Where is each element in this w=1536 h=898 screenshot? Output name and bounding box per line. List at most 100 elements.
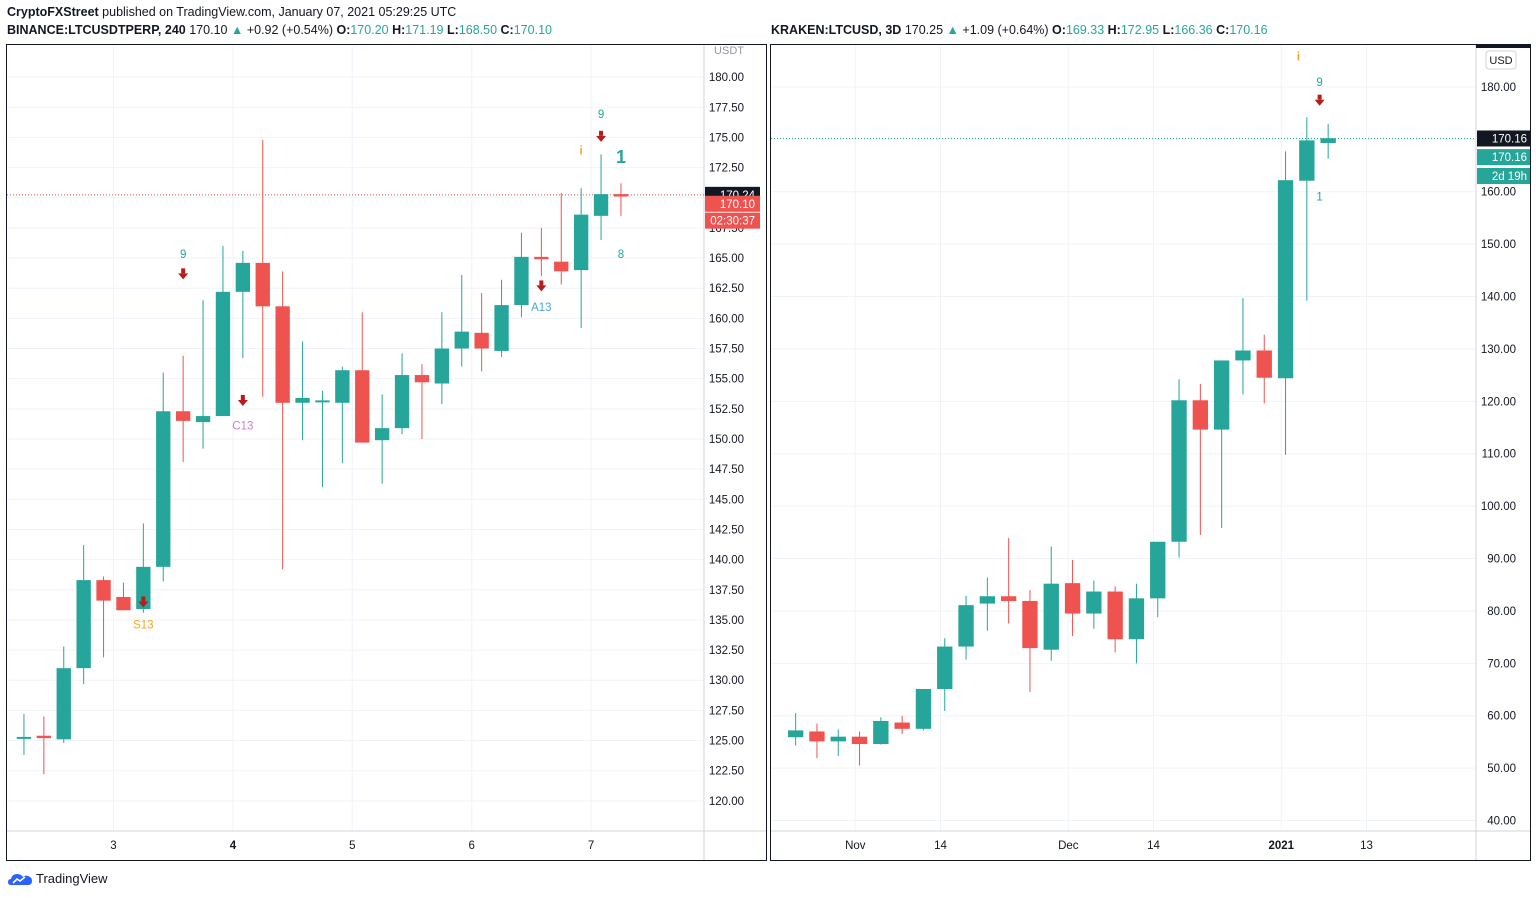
author-name[interactable]: CryptoFXStreet bbox=[7, 5, 99, 19]
left-close: 170.10 bbox=[513, 23, 552, 37]
candle bbox=[414, 364, 430, 439]
candle bbox=[494, 279, 509, 357]
candle bbox=[1000, 538, 1017, 624]
candle bbox=[787, 713, 804, 746]
candle-body bbox=[36, 735, 52, 739]
left-candlestick-chart[interactable]: S13 9 C13 A13 i 9 1 8 180.00 177.50 175.00 172.50 17… bbox=[7, 45, 766, 860]
left-symbol[interactable]: BINANCE:LTCUSDTPERP, 240 bbox=[7, 23, 186, 37]
candle bbox=[374, 394, 390, 484]
indicator-label: i bbox=[580, 145, 583, 157]
price-axis-badge-label: 170.10 bbox=[720, 199, 755, 211]
candle-body bbox=[494, 305, 509, 351]
y-tick-label: 162.50 bbox=[709, 283, 744, 295]
y-tick-label: 70.00 bbox=[1487, 658, 1516, 670]
right-candlestick-chart[interactable]: i91180.00170.00160.00150.00140.00130.001… bbox=[771, 45, 1532, 860]
y-tick-label: 130.00 bbox=[1481, 344, 1516, 356]
candle bbox=[514, 232, 529, 318]
candle bbox=[394, 353, 410, 435]
candle-body bbox=[534, 256, 549, 260]
sell-arrow-shaft bbox=[141, 596, 146, 602]
up-triangle-icon: ▲ bbox=[946, 23, 959, 37]
y-tick-label: 177.50 bbox=[709, 102, 744, 114]
candle bbox=[1299, 117, 1315, 301]
candle bbox=[915, 688, 932, 731]
y-tick-label: 40.00 bbox=[1487, 816, 1516, 828]
candle bbox=[1064, 560, 1081, 637]
candle bbox=[1150, 541, 1166, 618]
y-tick-label: 60.00 bbox=[1487, 711, 1516, 723]
indicator-label: 9 bbox=[598, 109, 604, 121]
right-symbol[interactable]: KRAKEN:LTCUSD, 3D bbox=[771, 23, 902, 37]
candle-body bbox=[1022, 600, 1038, 649]
left-open: 170.20 bbox=[350, 23, 389, 37]
candle bbox=[573, 188, 589, 329]
right-chart-panel[interactable]: i91180.00170.00160.00150.00140.00130.001… bbox=[770, 44, 1532, 861]
y-tick-label: 180.00 bbox=[1481, 82, 1516, 94]
candle-body bbox=[787, 730, 804, 738]
sell-arrow-shaft bbox=[240, 395, 245, 401]
candle-body bbox=[335, 370, 350, 403]
sell-arrow-shaft bbox=[1317, 94, 1322, 100]
left-high: 171.19 bbox=[405, 23, 444, 37]
tradingview-footer[interactable]: TradingView bbox=[8, 871, 108, 886]
left-chart-panel[interactable]: S13 9 C13 A13 i 9 1 8 180.00 177.50 175.00 172.50 17… bbox=[6, 44, 767, 861]
x-tick-label: 14 bbox=[934, 840, 947, 852]
candle-body bbox=[1171, 400, 1187, 542]
candle-body bbox=[1299, 140, 1315, 181]
candle bbox=[1171, 379, 1187, 558]
candle-body bbox=[474, 332, 489, 349]
candle bbox=[76, 545, 91, 684]
left-chart-header: BINANCE:LTCUSDTPERP, 240 170.10 ▲ +0.92 … bbox=[7, 23, 552, 37]
candle bbox=[116, 582, 131, 611]
y-tick-label: 120.00 bbox=[709, 796, 744, 808]
y-tick-label: 142.50 bbox=[709, 524, 744, 536]
sell-arrow-head bbox=[178, 273, 189, 280]
candle-body bbox=[195, 416, 211, 423]
candle-body bbox=[1086, 591, 1102, 614]
candle-body bbox=[958, 605, 974, 647]
candle bbox=[275, 271, 290, 570]
candle-body bbox=[156, 411, 171, 567]
candle bbox=[1213, 360, 1230, 529]
candle-body bbox=[979, 596, 996, 604]
candle bbox=[36, 716, 52, 775]
candle-body bbox=[593, 194, 609, 216]
candle-body bbox=[394, 375, 410, 429]
y-tick-label: 147.50 bbox=[709, 464, 744, 476]
candle bbox=[554, 192, 569, 285]
price-axis-badge bbox=[1477, 130, 1532, 147]
candle bbox=[255, 139, 270, 397]
candle-body bbox=[1150, 541, 1166, 599]
right-low: 166.36 bbox=[1174, 23, 1213, 37]
price-axis-badge-label: 170.16 bbox=[1492, 133, 1527, 145]
candle bbox=[355, 312, 370, 443]
candle bbox=[156, 372, 171, 582]
candle-body bbox=[315, 400, 330, 403]
indicator-label: A13 bbox=[531, 302, 551, 314]
right-chart-header: KRAKEN:LTCUSD, 3D 170.25 ▲ +1.09 (+0.64%… bbox=[771, 23, 1268, 37]
candle bbox=[315, 390, 330, 488]
sell-arrow-shaft bbox=[181, 268, 186, 274]
right-change: +1.09 (+0.64%) bbox=[962, 23, 1049, 37]
candle-body bbox=[255, 262, 270, 307]
candle-body bbox=[414, 375, 430, 383]
publish-line: CryptoFXStreet published on TradingView.… bbox=[7, 5, 456, 19]
candle bbox=[215, 245, 231, 417]
tradingview-logo-icon bbox=[8, 873, 32, 885]
candle-body bbox=[295, 397, 310, 403]
candle bbox=[474, 293, 489, 372]
candle-body bbox=[1256, 350, 1272, 378]
axis-top-marker bbox=[1476, 45, 1530, 48]
candle bbox=[56, 646, 71, 743]
sell-arrow-head bbox=[237, 400, 248, 407]
tradingview-brand[interactable]: TradingView bbox=[36, 871, 108, 886]
y-tick-label: 150.00 bbox=[1481, 239, 1516, 251]
y-tick-label: 110.00 bbox=[1482, 449, 1516, 461]
indicator-label: 9 bbox=[1316, 77, 1322, 89]
y-tick-label: 160.00 bbox=[1481, 187, 1516, 199]
indicator-label: C13 bbox=[232, 420, 253, 432]
candle-body bbox=[1235, 350, 1251, 361]
candle bbox=[96, 576, 111, 658]
y-tick-label: 145.00 bbox=[709, 494, 744, 506]
candle-body bbox=[851, 736, 868, 745]
